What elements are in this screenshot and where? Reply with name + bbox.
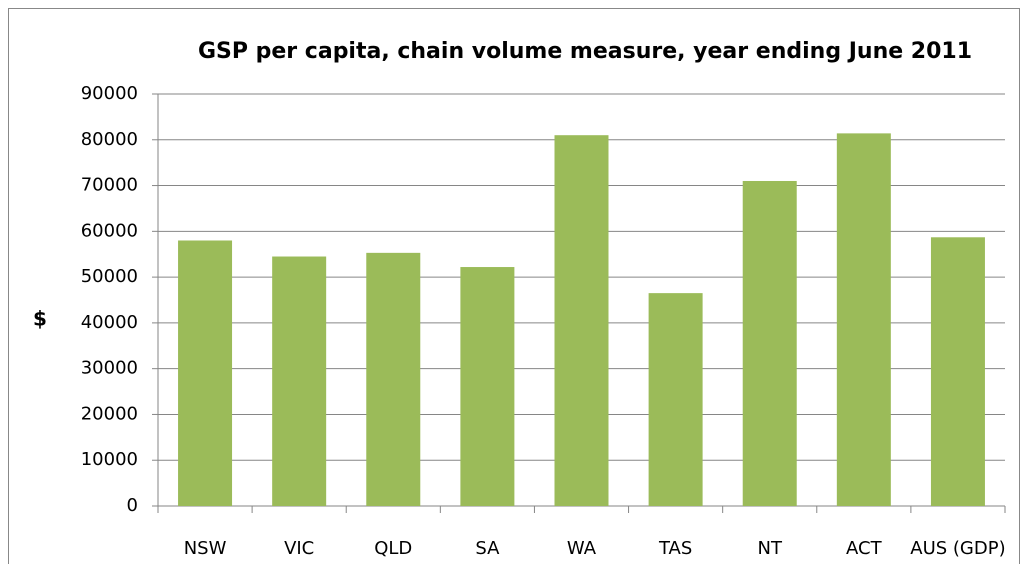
bar xyxy=(272,256,327,506)
y-tick-label: 80000 xyxy=(81,129,138,150)
y-tick-label: 60000 xyxy=(81,220,138,241)
x-tick-label: NT xyxy=(757,538,782,559)
x-tick-label: ACT xyxy=(846,538,883,559)
bar xyxy=(554,135,609,506)
x-tick-label: AUS (GDP) xyxy=(910,538,1005,559)
bar xyxy=(742,180,797,506)
chart-frame xyxy=(8,8,1020,564)
x-tick-label: NSW xyxy=(184,538,227,559)
y-axis-label: $ xyxy=(33,307,47,331)
bar xyxy=(366,252,421,506)
bar xyxy=(930,237,985,507)
y-tick-label: 90000 xyxy=(81,83,138,104)
bar xyxy=(178,240,233,506)
x-tick-label: QLD xyxy=(374,538,412,559)
y-tick-label: 70000 xyxy=(81,175,138,196)
x-tick-label: WA xyxy=(567,538,597,559)
x-tick-label: TAS xyxy=(658,538,692,559)
x-tick-label: SA xyxy=(475,538,500,559)
y-tick-label: 40000 xyxy=(81,312,138,333)
chart-title: GSP per capita, chain volume measure, ye… xyxy=(197,39,973,64)
title-box: GSP per capita, chain volume measure, ye… xyxy=(197,39,973,64)
x-tick-label: VIC xyxy=(284,538,314,559)
y-tick-label: 0 xyxy=(127,495,138,516)
bar xyxy=(648,293,703,506)
bar xyxy=(460,267,515,506)
y-tick-label: 20000 xyxy=(81,403,138,424)
y-tick-label: 10000 xyxy=(81,449,138,470)
y-tick-label: 50000 xyxy=(81,266,138,287)
bar xyxy=(836,133,891,506)
y-tick-label: 30000 xyxy=(81,358,138,379)
